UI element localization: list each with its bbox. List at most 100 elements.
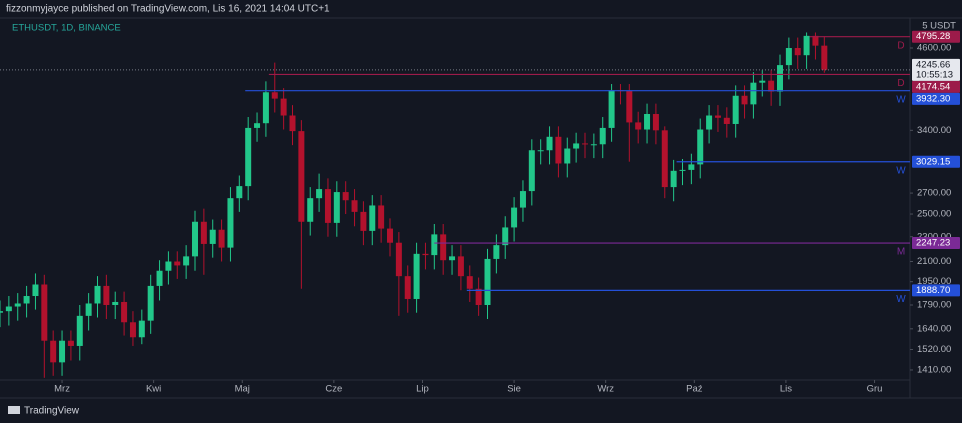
logo — [8, 406, 20, 414]
candle-body — [218, 229, 225, 248]
candle-body — [236, 186, 243, 199]
candle-body — [387, 228, 393, 243]
candle-body — [537, 150, 544, 152]
footer: TradingView — [24, 406, 80, 417]
candle-body — [209, 229, 216, 244]
candle-body — [590, 144, 597, 146]
level-tag: D — [897, 40, 904, 51]
candle-body — [759, 80, 766, 83]
candle-body — [794, 48, 801, 56]
x-tick-label: Lip — [416, 384, 429, 395]
candle-body — [573, 143, 580, 149]
price-label: 2247.23 — [916, 238, 950, 249]
candle-body — [245, 127, 252, 187]
candle-body — [466, 276, 473, 289]
price-label: 3029.15 — [916, 156, 950, 167]
candle-body — [546, 136, 553, 151]
candle-body — [32, 284, 39, 297]
level-tag: W — [896, 294, 906, 305]
candle-body — [192, 221, 198, 257]
candle-body — [768, 80, 775, 92]
candle-body — [129, 322, 136, 338]
candle-body — [112, 301, 119, 305]
x-tick-label: Wrz — [597, 384, 614, 395]
candle-body — [316, 189, 323, 199]
x-tick-label: Kwi — [146, 384, 161, 395]
candle-body — [422, 253, 429, 256]
candle-body — [821, 45, 828, 70]
candle-body — [679, 169, 686, 171]
unit-label: 5 USDT — [922, 21, 956, 32]
candle-body — [369, 205, 376, 231]
candle-body — [670, 170, 677, 188]
candle-body — [121, 301, 128, 323]
candle-body — [440, 234, 447, 261]
x-tick-label: Paź — [686, 384, 703, 395]
candle-body — [652, 113, 659, 131]
candle-body — [5, 306, 12, 312]
y-tick-label: 2500.00 — [917, 209, 951, 220]
candle-body — [360, 211, 367, 231]
y-tick-label: 3400.00 — [917, 125, 951, 136]
candle-body — [342, 192, 349, 201]
candle-body — [200, 221, 207, 244]
candle-body — [812, 35, 819, 46]
candle-body — [378, 205, 385, 229]
candle-body — [333, 192, 340, 223]
price-label-box — [912, 284, 960, 297]
candle-body — [475, 288, 482, 305]
price-label: 4174.54 — [916, 81, 950, 92]
header: fizzonmyjayce published on TradingView.c… — [6, 4, 330, 15]
candle-body — [750, 82, 757, 105]
candle-body — [85, 303, 92, 316]
y-tick-label: 2700.00 — [917, 188, 951, 199]
candle-body — [635, 122, 642, 130]
countdown: 10:55:13 — [916, 69, 953, 80]
candle-body — [511, 207, 518, 228]
price-label-box — [912, 237, 960, 250]
candle-body — [395, 242, 402, 277]
level-tag: M — [897, 247, 905, 258]
candle-body — [0, 311, 3, 313]
candle-body — [626, 90, 633, 123]
candle-body — [41, 284, 48, 341]
candle-body — [165, 261, 172, 271]
y-tick-label: 1410.00 — [917, 364, 951, 375]
candle-body — [227, 198, 234, 248]
candle-body — [714, 115, 721, 118]
candle-body — [661, 130, 668, 188]
price-label-box — [912, 92, 960, 105]
price-label-box — [912, 80, 960, 93]
price-label-box — [912, 30, 960, 43]
level-tag: D — [897, 78, 904, 89]
level-tag: W — [896, 165, 906, 176]
candle-body — [280, 98, 287, 116]
y-tick-label: 1950.00 — [917, 276, 951, 287]
price-label-box — [912, 58, 960, 81]
candle-body — [351, 200, 358, 212]
candle-body — [555, 136, 562, 164]
candle-body — [103, 285, 110, 305]
candle-body — [599, 127, 606, 145]
x-tick-label: Maj — [235, 384, 250, 395]
candle-body — [23, 296, 30, 304]
candle-body — [324, 189, 331, 223]
candle-body — [67, 340, 74, 346]
y-tick-label: 1790.00 — [917, 300, 951, 311]
candle-body — [413, 253, 420, 299]
candle-body — [706, 115, 713, 130]
level-tag: W — [896, 94, 906, 105]
chart-title: ETHUSDT, 1D, BINANCE — [12, 23, 121, 34]
candle-body — [431, 234, 438, 256]
candle-body — [138, 320, 145, 338]
x-tick-label: Gru — [867, 384, 883, 395]
x-tick-label: Mrz — [54, 384, 70, 395]
y-tick-label: 2300.00 — [917, 231, 951, 242]
candle-body — [449, 256, 456, 261]
price-label: 3932.30 — [916, 93, 950, 104]
candle-body — [723, 117, 730, 124]
candle-body — [777, 65, 783, 92]
candle-body — [457, 256, 464, 277]
